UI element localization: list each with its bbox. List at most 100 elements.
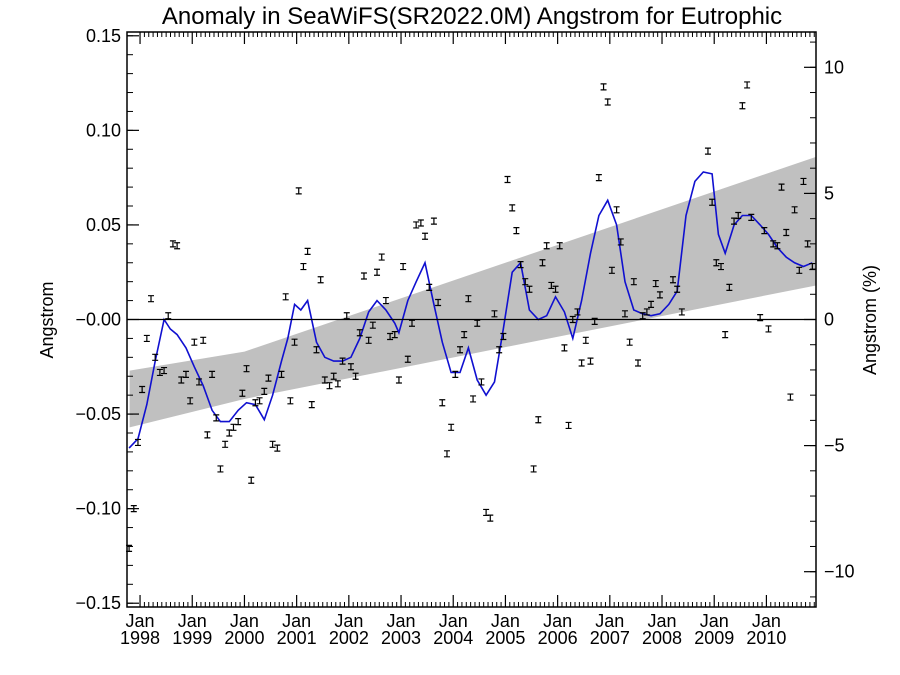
- data-point: [457, 346, 464, 354]
- error-bar: [535, 416, 542, 424]
- error-bar: [621, 310, 628, 318]
- error-bar: [778, 183, 785, 191]
- data-point: [200, 336, 207, 344]
- error-bar: [391, 331, 398, 339]
- error-bar: [256, 397, 263, 405]
- error-bar: [674, 285, 681, 293]
- error-bar: [287, 397, 294, 405]
- y-axis-left: −0.15 −0.10 −0.05 −0.00 0.05 0.10 0.15: [75, 26, 139, 613]
- error-bar: [539, 259, 546, 267]
- y-right-tick-label: 5: [824, 183, 834, 203]
- y-tick-label: −0.05: [75, 404, 121, 424]
- data-point: [548, 281, 555, 290]
- error-bar: [457, 346, 464, 354]
- error-bar: [417, 219, 424, 227]
- error-bar: [513, 227, 520, 235]
- error-bar: [735, 211, 742, 220]
- error-bar: [669, 276, 676, 284]
- error-bar: [770, 240, 777, 248]
- error-bar: [291, 338, 298, 346]
- data-point: [426, 283, 433, 291]
- error-bar: [278, 370, 285, 378]
- running-mean-layer: [128, 171, 813, 449]
- data-point: [800, 177, 807, 186]
- x-tick-month-label: Jan: [700, 611, 729, 631]
- data-point: [300, 262, 307, 271]
- y-axis-right: −10 −5 0 5 10: [804, 41, 855, 598]
- data-point: [187, 397, 194, 405]
- error-bar: [787, 393, 794, 401]
- data-point: [656, 291, 663, 299]
- data-point: [209, 370, 216, 378]
- error-bar: [800, 177, 807, 186]
- data-point: [722, 331, 729, 339]
- data-point: [395, 376, 402, 384]
- data-point: [526, 285, 533, 293]
- error-bar: [526, 285, 533, 293]
- data-point: [435, 298, 442, 307]
- error-bar: [791, 206, 798, 214]
- data-point: [639, 312, 646, 320]
- error-bar: [582, 336, 589, 344]
- data-point: [304, 247, 311, 256]
- error-bar: [334, 380, 341, 388]
- error-bar: [143, 334, 150, 343]
- data-point: [317, 276, 324, 284]
- error-bar: [339, 357, 346, 365]
- error-bar: [643, 308, 650, 316]
- error-bar: [213, 414, 220, 422]
- error-bar: [174, 242, 181, 250]
- error-bar: [404, 355, 411, 363]
- data-point: [774, 242, 781, 250]
- data-point: [569, 315, 576, 324]
- data-point: [252, 399, 259, 407]
- x-axis: Jan1998Jan1999Jan2000Jan2001Jan2002Jan20…: [120, 32, 815, 648]
- error-bar: [613, 206, 620, 214]
- error-bar: [369, 321, 376, 329]
- x-tick-month-label: Jan: [387, 611, 416, 631]
- error-bar: [217, 465, 224, 473]
- data-point: [561, 344, 568, 352]
- error-bar: [165, 312, 172, 320]
- data-point: [778, 183, 785, 191]
- x-tick-year-label: 1999: [172, 628, 212, 648]
- data-point: [613, 206, 620, 214]
- data-point: [278, 370, 285, 378]
- data-point: [165, 312, 172, 320]
- error-bar: [422, 232, 429, 240]
- error-bar: [426, 283, 433, 291]
- data-point: [713, 259, 720, 267]
- error-bar: [360, 272, 367, 280]
- error-bar: [496, 346, 503, 354]
- error-bar: [282, 293, 289, 301]
- data-point: [213, 414, 220, 422]
- data-point: [326, 382, 333, 390]
- error-bar: [448, 423, 455, 431]
- error-bar: [304, 247, 311, 256]
- y-right-tick-label: 10: [824, 57, 844, 77]
- data-point: [652, 279, 659, 288]
- error-bar: [796, 266, 803, 274]
- data-point: [143, 334, 150, 343]
- error-bar: [248, 476, 255, 484]
- error-bar: [565, 421, 572, 430]
- error-bar: [713, 259, 720, 267]
- error-bar: [378, 253, 385, 261]
- error-bar: [439, 399, 446, 407]
- error-bar: [465, 295, 472, 303]
- y-tick-label: 0.05: [86, 215, 121, 235]
- error-bar: [648, 300, 655, 308]
- error-bar: [578, 359, 585, 367]
- y-tick-label: −0.10: [75, 499, 121, 519]
- data-point: [174, 242, 181, 250]
- x-tick-year-label: 2001: [277, 628, 317, 648]
- x-tick-year-label: 2006: [538, 628, 578, 648]
- trend-band: [129, 156, 816, 428]
- error-bar: [608, 266, 615, 274]
- error-bar: [552, 285, 559, 293]
- data-point: [374, 268, 381, 276]
- error-bar: [169, 240, 176, 248]
- data-point: [726, 283, 733, 291]
- x-tick-month-label: Jan: [230, 611, 259, 631]
